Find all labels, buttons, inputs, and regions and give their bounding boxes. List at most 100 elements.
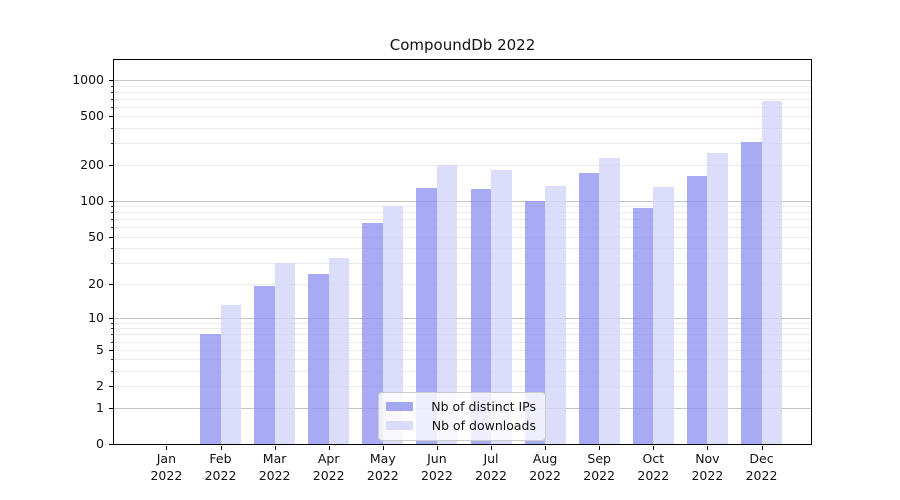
gridline-minor xyxy=(114,85,811,87)
y-minor-tick-mark xyxy=(111,91,113,93)
bar-distinct-ips xyxy=(524,200,546,444)
legend-row: Nb of downloads xyxy=(386,416,536,435)
x-tick-month: Apr xyxy=(317,451,340,466)
x-tick-month: Oct xyxy=(642,451,665,466)
x-tick-mark xyxy=(653,446,655,450)
legend-label: Nb of downloads xyxy=(431,418,536,433)
y-tick-label: 1000 xyxy=(72,71,104,87)
x-tick-month: Mar xyxy=(262,451,287,466)
x-tick-mark xyxy=(436,446,438,450)
gridline-minor xyxy=(114,341,811,343)
y-minor-tick-mark xyxy=(111,328,113,330)
x-tick-mark xyxy=(599,446,601,450)
gridline-minor xyxy=(114,206,811,208)
bar-distinct-ips xyxy=(308,274,329,444)
y-minor-tick-mark xyxy=(111,334,113,336)
x-tick-label: Oct 2022 xyxy=(621,451,685,484)
x-tick-year: 2022 xyxy=(637,467,670,483)
y-minor-tick-mark xyxy=(111,85,113,87)
x-tick-label: Jul 2022 xyxy=(459,451,523,484)
x-tick-year: 2022 xyxy=(150,467,183,483)
gridline-major xyxy=(114,317,811,319)
x-tick-year: 2022 xyxy=(366,467,399,483)
x-tick-label: Apr 2022 xyxy=(297,451,361,484)
gridline-minor xyxy=(114,370,811,372)
x-tick-month: Aug xyxy=(532,451,558,466)
x-tick-year: 2022 xyxy=(420,467,453,483)
y-minor-tick-mark xyxy=(111,219,113,221)
x-tick-mark xyxy=(166,446,168,450)
gridline-minor xyxy=(114,322,811,324)
gridline-minor xyxy=(114,236,811,238)
y-tick-mark xyxy=(109,349,113,351)
y-minor-tick-mark xyxy=(111,206,113,208)
bar-downloads xyxy=(328,258,350,444)
y-minor-tick-mark xyxy=(111,370,113,372)
x-tick-year: 2022 xyxy=(745,467,778,483)
bar-distinct-ips xyxy=(362,223,383,444)
bar-downloads xyxy=(545,186,566,444)
x-tick-label: Jun 2022 xyxy=(405,451,469,484)
y-tick-label: 100 xyxy=(80,192,104,208)
y-minor-tick-mark xyxy=(111,322,113,324)
gridline-minor xyxy=(114,386,811,388)
legend: Nb of distinct IPs Nb of downloads xyxy=(378,392,546,441)
y-tick-label: 20 xyxy=(88,275,104,291)
gridline-minor xyxy=(114,143,811,145)
bar-distinct-ips xyxy=(254,286,275,444)
y-tick-mark xyxy=(109,407,113,409)
x-tick-month: Dec xyxy=(749,451,774,466)
bar-distinct-ips xyxy=(470,189,491,444)
x-tick-month: May xyxy=(369,451,396,466)
bar-downloads xyxy=(653,187,674,444)
y-minor-tick-mark xyxy=(111,98,113,100)
gridline-major xyxy=(114,200,811,202)
x-tick-month: Jun xyxy=(427,451,447,466)
x-tick-label: Mar 2022 xyxy=(243,451,307,484)
y-minor-tick-mark xyxy=(111,341,113,343)
y-tick-label: 500 xyxy=(80,108,104,124)
x-tick-year: 2022 xyxy=(691,467,724,483)
y-minor-tick-mark xyxy=(111,359,113,361)
y-tick-mark xyxy=(109,236,113,238)
x-tick-mark xyxy=(382,446,384,450)
y-minor-tick-mark xyxy=(111,143,113,145)
x-tick-label: Dec 2022 xyxy=(730,451,794,484)
x-tick-month: Jul xyxy=(483,451,499,466)
bar-downloads xyxy=(599,158,620,444)
x-tick-month: Sep xyxy=(587,451,611,466)
x-tick-mark xyxy=(707,446,709,450)
y-tick-label: 5 xyxy=(96,341,104,357)
y-minor-tick-mark xyxy=(111,248,113,250)
bar-downloads xyxy=(220,304,241,444)
legend-label: Nb of distinct IPs xyxy=(431,399,536,414)
gridline-minor xyxy=(114,91,811,93)
bar-downloads xyxy=(491,170,512,444)
y-tick-mark xyxy=(109,79,113,81)
y-minor-tick-mark xyxy=(111,263,113,264)
x-tick-year: 2022 xyxy=(258,467,291,483)
x-tick-label: Nov 2022 xyxy=(675,451,739,484)
x-tick-mark xyxy=(761,446,763,450)
bar-downloads xyxy=(382,206,404,444)
gridline-minor xyxy=(114,227,811,229)
gridline-minor xyxy=(114,248,811,250)
legend-swatch-distinct-ips xyxy=(386,402,413,411)
bar-distinct-ips xyxy=(632,207,654,444)
x-tick-month: Nov xyxy=(695,451,720,466)
x-tick-year: 2022 xyxy=(204,467,237,483)
y-tick-label: 2 xyxy=(96,378,104,394)
x-tick-label: Aug 2022 xyxy=(513,451,577,484)
x-tick-month: Jan xyxy=(156,451,177,466)
gridline-minor xyxy=(114,219,811,221)
x-tick-mark xyxy=(274,446,276,450)
y-tick-label: 1 xyxy=(96,399,104,415)
bar-distinct-ips xyxy=(578,173,600,444)
y-tick-mark xyxy=(109,116,113,118)
y-tick-label: 10 xyxy=(88,309,104,325)
gridline-minor xyxy=(114,328,811,330)
gridline-minor xyxy=(114,128,811,130)
gridline-minor xyxy=(114,359,811,361)
x-tick-year: 2022 xyxy=(583,467,616,483)
legend-swatch-downloads xyxy=(386,421,413,430)
